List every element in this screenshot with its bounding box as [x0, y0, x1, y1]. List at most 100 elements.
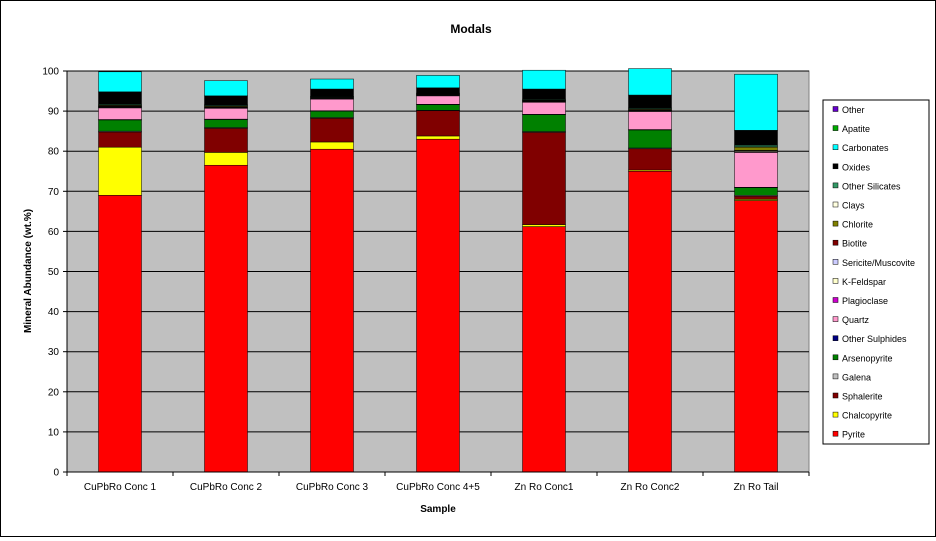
legend-item: Plagioclase — [833, 296, 888, 306]
x-tick-label: CuPbRo Conc 4+5 — [396, 482, 480, 493]
legend-item: Other Sulphides — [833, 334, 907, 344]
legend: Other Apatite Carbonates Oxides Other Silica… — [823, 100, 929, 444]
legend-label: Carbonates — [842, 143, 889, 153]
legend-item: Other Silicates — [833, 181, 901, 191]
legend-label: Galena — [842, 372, 871, 382]
legend-label: Pyrite — [842, 430, 865, 440]
bar-segment — [629, 149, 672, 170]
y-tick-label: 60 — [48, 227, 60, 238]
legend-swatch — [833, 221, 838, 226]
bar-segment — [205, 81, 248, 96]
bar-segment — [311, 149, 354, 472]
bar-segment — [417, 136, 460, 139]
bar-segment — [99, 108, 142, 120]
y-axis-title: Mineral Abundance (wt.%) — [23, 209, 34, 333]
bar-segment — [735, 196, 778, 199]
legend-label: Clays — [842, 201, 865, 211]
y-tick-label: 30 — [48, 347, 60, 358]
legend-swatch — [833, 374, 838, 379]
bar-segment — [523, 115, 566, 132]
legend-swatch — [833, 317, 838, 322]
bar-segment — [205, 128, 248, 152]
y-tick-label: 100 — [42, 67, 59, 78]
legend-swatch — [833, 202, 838, 207]
bar-segment — [735, 188, 778, 196]
legend-label: Chlorite — [842, 220, 873, 230]
bar-segment — [205, 152, 248, 165]
x-tick-label: CuPbRo Conc 1 — [84, 482, 157, 493]
y-tick-label: 90 — [48, 107, 60, 118]
x-tick-label: CuPbRo Conc 3 — [296, 482, 369, 493]
bar-segment — [99, 132, 142, 147]
legend-swatch — [833, 164, 838, 169]
bar-segment — [735, 130, 778, 145]
legend-swatch — [833, 259, 838, 264]
bar-segment — [205, 165, 248, 472]
bar-stack — [417, 75, 460, 472]
bar-segment — [417, 88, 460, 93]
legend-swatch — [833, 240, 838, 245]
bar-segment — [523, 132, 566, 224]
legend-label: Other Silicates — [842, 181, 901, 191]
bar-segment — [417, 96, 460, 104]
bar-segment — [99, 72, 142, 92]
legend-label: Arsenopyrite — [842, 353, 893, 363]
bar-segment — [629, 95, 672, 108]
legend-swatch — [833, 336, 838, 341]
bar-segment — [523, 225, 566, 227]
legend-swatch — [833, 355, 838, 360]
legend-label: Chalcopyrite — [842, 411, 892, 421]
legend-label: Sericite/Muscovite — [842, 258, 915, 268]
bar-segment — [735, 74, 778, 130]
legend-label: Plagioclase — [842, 296, 888, 306]
bar-segment — [417, 139, 460, 472]
y-tick-label: 70 — [48, 187, 60, 198]
legend-swatch — [833, 431, 838, 436]
legend-label: Apatite — [842, 124, 870, 134]
legend-item: Arsenopyrite — [833, 353, 893, 363]
legend-swatch — [833, 298, 838, 303]
legend-swatch — [833, 278, 838, 283]
bar-segment — [311, 118, 354, 142]
bar-segment — [99, 195, 142, 472]
bar-segment — [99, 147, 142, 195]
legend-label: Quartz — [842, 315, 870, 325]
bar-segment — [523, 89, 566, 99]
bar-segment — [417, 105, 460, 111]
x-tick-label: Zn Ro Tail — [734, 482, 779, 493]
bar-segment — [205, 96, 248, 105]
bar-stack — [99, 72, 142, 472]
bar-segment — [311, 99, 354, 111]
x-tick-label: CuPbRo Conc 2 — [190, 482, 263, 493]
bar-segment — [205, 120, 248, 128]
legend-swatch — [833, 107, 838, 112]
y-tick-label: 80 — [48, 147, 60, 158]
legend-label: K-Feldspar — [842, 277, 886, 287]
legend-item: Carbonates — [833, 143, 889, 153]
bar-segment — [735, 201, 778, 472]
bar-segment — [629, 112, 672, 130]
legend-swatch — [833, 393, 838, 398]
bar-stack — [629, 69, 672, 472]
bar-segment — [523, 227, 566, 472]
y-tick-label: 0 — [53, 468, 59, 479]
bar-segment — [99, 120, 142, 131]
legend-item: Sericite/Muscovite — [833, 258, 915, 268]
legend-label: Other — [842, 105, 865, 115]
legend-label: Other Sulphides — [842, 334, 907, 344]
bar-segment — [629, 69, 672, 95]
bar-segment — [417, 111, 460, 136]
bar-segment — [311, 79, 354, 89]
legend-swatch — [833, 183, 838, 188]
x-tick-label: Zn Ro Conc2 — [621, 482, 680, 493]
bar-stack — [205, 81, 248, 472]
legend-label: Oxides — [842, 162, 871, 172]
bar-segment — [735, 147, 778, 150]
bar-segment — [735, 152, 778, 187]
legend-swatch — [833, 145, 838, 150]
bar-segment — [629, 171, 672, 472]
y-tick-label: 40 — [48, 307, 60, 318]
